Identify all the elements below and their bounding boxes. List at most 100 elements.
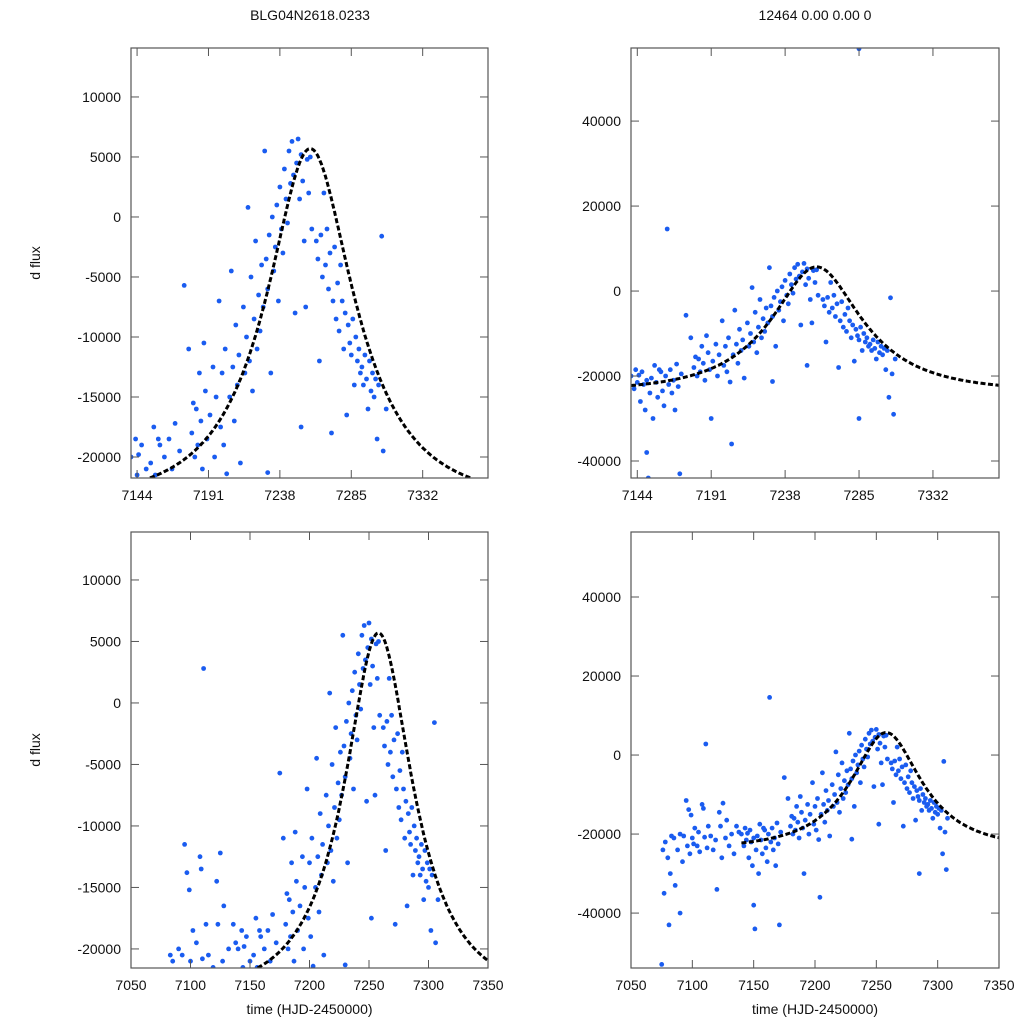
- data-point: [844, 768, 850, 774]
- data-point: [428, 928, 434, 933]
- data-point: [806, 275, 812, 281]
- data-point: [403, 798, 409, 804]
- data-point: [941, 759, 947, 764]
- data-point: [781, 318, 786, 324]
- data-point: [292, 310, 298, 316]
- data-point: [323, 792, 329, 798]
- data-point: [251, 316, 257, 322]
- data-point: [734, 823, 739, 829]
- y-tick-label: -40000: [577, 453, 621, 469]
- x-tick-label: 7191: [696, 487, 727, 503]
- data-point: [167, 952, 173, 958]
- data-point: [708, 833, 714, 839]
- data-point: [740, 337, 746, 343]
- data-point: [888, 760, 894, 766]
- data-point: [324, 226, 330, 232]
- data-point: [850, 758, 856, 764]
- data-point: [795, 261, 801, 267]
- data-point: [667, 871, 673, 876]
- data-point: [790, 290, 796, 296]
- data-point: [726, 843, 732, 849]
- data-point: [200, 956, 205, 962]
- data-point: [239, 928, 245, 933]
- data-point: [699, 802, 705, 807]
- data-point: [166, 436, 172, 442]
- data-point: [770, 847, 776, 853]
- data-point: [716, 809, 722, 815]
- data-point: [833, 314, 838, 319]
- data-point: [309, 226, 315, 232]
- data-point: [691, 841, 696, 847]
- data-point: [810, 780, 815, 786]
- data-point: [899, 764, 905, 770]
- data-point: [751, 835, 757, 841]
- data-point: [650, 416, 656, 421]
- data-point: [869, 727, 874, 733]
- data-point: [873, 356, 879, 362]
- plot-frame: [130, 47, 489, 479]
- data-point: [752, 309, 758, 315]
- data-point: [307, 860, 312, 866]
- data-point: [704, 333, 709, 339]
- y-tick-label: -20000: [77, 941, 121, 957]
- data-point: [861, 764, 867, 770]
- y-tick-label: 0: [613, 283, 621, 299]
- data-point: [723, 343, 728, 349]
- data-point: [745, 320, 750, 326]
- data-point: [344, 412, 350, 418]
- data-point: [294, 878, 299, 884]
- data-point: [155, 436, 161, 442]
- data-point: [321, 952, 327, 958]
- data-point: [826, 798, 831, 803]
- data-point: [719, 855, 725, 861]
- data-point: [683, 798, 689, 803]
- data-point: [228, 268, 234, 274]
- data-point: [678, 371, 684, 377]
- data-point: [845, 305, 851, 311]
- data-point: [742, 825, 748, 831]
- data-point: [329, 430, 334, 436]
- y-tick-label: -40000: [577, 905, 621, 921]
- data-point: [833, 749, 839, 755]
- data-point: [739, 831, 744, 837]
- data-point: [807, 297, 813, 302]
- data-point: [708, 416, 714, 421]
- data-point: [905, 774, 911, 780]
- data-point: [394, 786, 399, 792]
- data-point: [873, 727, 879, 732]
- model-curve: [631, 265, 999, 388]
- data-point: [858, 324, 863, 330]
- data-point: [297, 903, 303, 909]
- data-point: [757, 297, 763, 302]
- data-point: [767, 695, 772, 700]
- data-point: [284, 891, 290, 896]
- data-point: [409, 805, 415, 810]
- data-point: [286, 148, 292, 154]
- data-point: [794, 804, 799, 809]
- title-right: 12464 0.00 0.00 0: [759, 7, 872, 23]
- data-point: [201, 666, 207, 671]
- data-point: [326, 823, 331, 829]
- data-point: [778, 829, 784, 835]
- data-point: [909, 780, 915, 786]
- data-point: [859, 742, 864, 748]
- data-point: [362, 352, 368, 358]
- data-point: [677, 910, 683, 916]
- data-point: [342, 962, 348, 968]
- x-tick-label: 7150: [738, 977, 769, 993]
- data-point: [233, 322, 239, 328]
- data-point: [332, 244, 337, 250]
- data-point: [764, 859, 770, 865]
- data-point: [802, 817, 808, 823]
- data-point: [748, 331, 753, 336]
- data-point: [162, 454, 167, 460]
- data-point: [377, 712, 383, 718]
- data-point: [290, 909, 296, 915]
- data-point: [677, 471, 683, 477]
- data-point: [871, 784, 877, 789]
- data-point: [686, 807, 692, 812]
- data-point: [724, 817, 730, 823]
- data-point: [139, 442, 145, 448]
- data-point: [366, 620, 372, 626]
- data-point: [940, 851, 945, 857]
